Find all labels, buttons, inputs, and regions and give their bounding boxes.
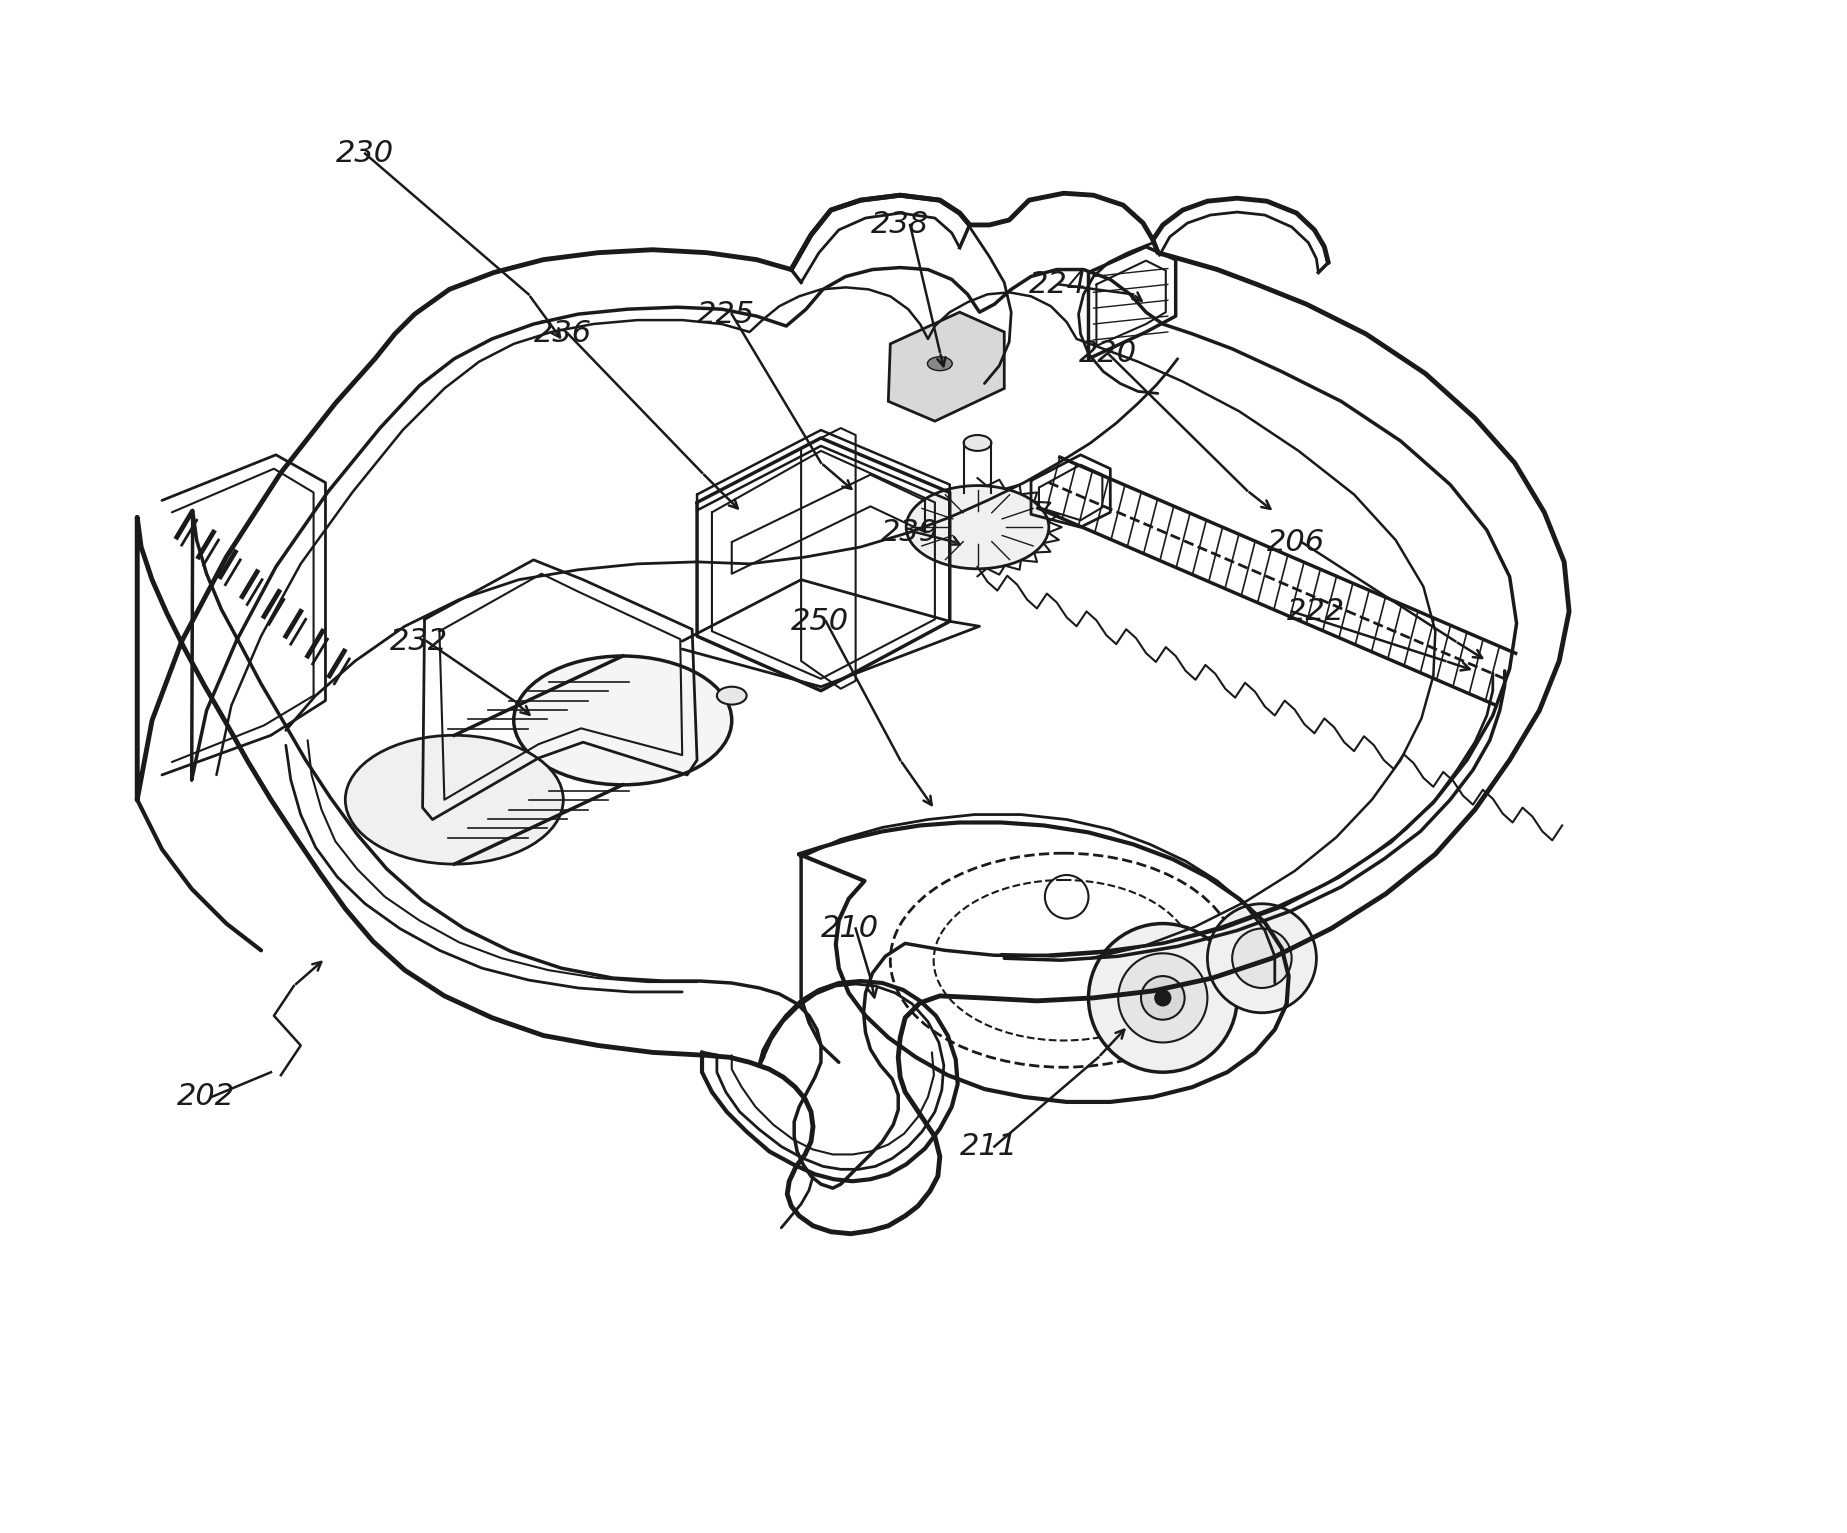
Text: 210: 210 (820, 914, 879, 943)
Circle shape (1208, 904, 1317, 1013)
Text: 236: 236 (534, 319, 591, 348)
Circle shape (1232, 929, 1291, 987)
Ellipse shape (907, 486, 1049, 569)
Ellipse shape (927, 357, 953, 371)
Ellipse shape (513, 656, 731, 785)
Ellipse shape (964, 435, 992, 451)
Text: 250: 250 (791, 607, 850, 636)
Circle shape (1141, 977, 1184, 1019)
Text: 230: 230 (336, 140, 393, 169)
Circle shape (1117, 954, 1208, 1042)
Text: 224: 224 (1029, 270, 1088, 299)
Circle shape (1154, 990, 1171, 1006)
Circle shape (1088, 923, 1237, 1072)
Polygon shape (888, 313, 1005, 422)
Text: 238: 238 (870, 210, 929, 239)
Text: 239: 239 (881, 518, 938, 547)
Text: 220: 220 (1079, 339, 1136, 368)
Text: 202: 202 (177, 1082, 235, 1111)
Text: 225: 225 (696, 299, 755, 328)
Text: 211: 211 (960, 1131, 1018, 1160)
Text: 206: 206 (1267, 527, 1324, 556)
Text: 232: 232 (390, 627, 449, 656)
Ellipse shape (345, 736, 563, 865)
Text: 222: 222 (1287, 596, 1345, 625)
Ellipse shape (717, 687, 746, 705)
